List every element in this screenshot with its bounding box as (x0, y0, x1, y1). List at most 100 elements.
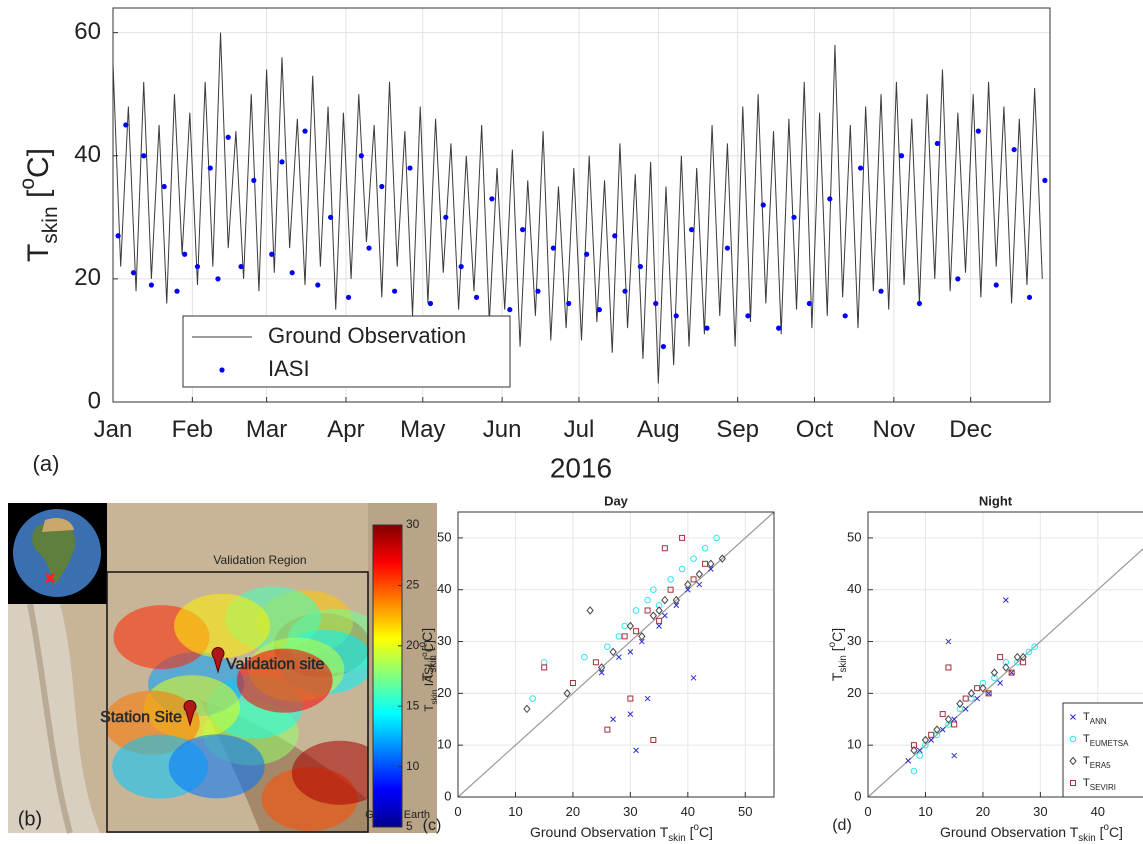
marker (702, 560, 709, 567)
legend-box (182, 315, 511, 388)
y-tick-label: 0 (88, 387, 101, 414)
iasi-point (443, 214, 449, 220)
marker (650, 737, 657, 743)
x-tick-label: Feb (172, 416, 213, 443)
marker (1008, 669, 1015, 676)
marker (695, 569, 703, 579)
marker (1008, 669, 1015, 676)
iasi-point (566, 300, 572, 307)
x-axis-label: 2016 (550, 452, 612, 483)
y-tick-label: 30 (847, 633, 861, 648)
iasi-point (724, 245, 731, 251)
iasi-point (745, 313, 751, 319)
marker (997, 654, 1004, 661)
legend-subscript: EUMETSA (1090, 739, 1129, 748)
site-label: Station Site (100, 709, 182, 726)
marker (1069, 735, 1077, 743)
legend-label: TANN (1083, 711, 1107, 726)
marker (633, 628, 640, 635)
marker (626, 621, 635, 631)
x-tick-label: 0 (864, 804, 871, 819)
x-tick-label: Apr (327, 416, 364, 443)
marker (718, 554, 726, 563)
iasi-point (507, 307, 513, 313)
iasi-point (760, 202, 766, 208)
marker (928, 737, 935, 743)
legend-name: T (1083, 777, 1090, 789)
iasi-point (520, 227, 526, 233)
marker (678, 565, 686, 573)
label-part: C] (22, 148, 55, 178)
iasi-point (315, 282, 321, 288)
footprint (236, 648, 333, 713)
marker (1003, 597, 1009, 603)
marker (707, 566, 714, 572)
label-part: C] (1109, 824, 1123, 840)
iasi-point (302, 128, 308, 134)
iasi-point (407, 165, 413, 171)
iasi-point (358, 153, 364, 159)
x-tick-label: May (400, 416, 445, 443)
iasi-point (148, 282, 155, 288)
y-tick-label: 20 (437, 685, 451, 700)
legend-subscript: ANN (1090, 717, 1107, 726)
iasi-point (427, 300, 434, 307)
marker (655, 606, 663, 615)
x-tick-label: 40 (1091, 804, 1105, 819)
marker (1070, 780, 1076, 786)
marker (592, 659, 599, 666)
legend-box (1062, 702, 1143, 798)
marker (656, 623, 662, 629)
site-pin (183, 700, 197, 727)
iasi-point (207, 165, 213, 171)
label-part: skin (1078, 833, 1095, 844)
label-part: skin (838, 655, 849, 672)
marker (673, 602, 680, 609)
marker (597, 663, 606, 672)
label-part: o (827, 641, 838, 647)
iasi-point (161, 183, 167, 190)
iasi-point (1026, 294, 1033, 300)
marker (916, 752, 924, 759)
x-tick-label: Aug (637, 416, 680, 443)
x-tick-label: Nov (872, 416, 915, 443)
legend-label: TERA5 (1083, 755, 1111, 770)
x-tick-label: 40 (681, 804, 695, 819)
legend-label: TSEVIRI (1083, 777, 1116, 792)
colorbar-tick-label: 20 (406, 638, 420, 652)
x-tick-label: Sep (716, 416, 759, 443)
footprint (174, 593, 271, 658)
legend-subscript: SEVIRI (1090, 783, 1116, 792)
y-axis-label: Tskin [oC] (417, 628, 439, 681)
iasi-point (473, 294, 480, 300)
iasi-point (1011, 146, 1017, 153)
iasi-point (215, 276, 221, 282)
marker (910, 746, 918, 755)
marker (1013, 652, 1022, 662)
panel-label: (c) (423, 817, 442, 834)
iasi-point (584, 251, 590, 257)
marker (690, 674, 697, 681)
colorbar-tick-label: 10 (406, 759, 420, 773)
marker (905, 757, 912, 764)
iasi-point (182, 251, 188, 257)
marker (690, 555, 697, 562)
marker (639, 638, 645, 645)
iasi-point (328, 214, 334, 220)
colorbar-tick-label: 15 (406, 698, 420, 712)
marker (939, 711, 946, 718)
observation-line (112, 32, 1043, 384)
label-part: [ (1096, 824, 1104, 840)
iasi-point (141, 153, 147, 159)
marker (644, 596, 651, 604)
axes-frame (457, 511, 775, 798)
iasi-point (489, 196, 495, 202)
label-part: [ (686, 824, 694, 840)
marker (910, 742, 917, 749)
marker (951, 721, 958, 728)
chart-title: Day (604, 493, 629, 508)
x-tick-label: Jul (564, 416, 595, 443)
iasi-point (673, 313, 679, 319)
legend-name: T (1083, 733, 1090, 745)
